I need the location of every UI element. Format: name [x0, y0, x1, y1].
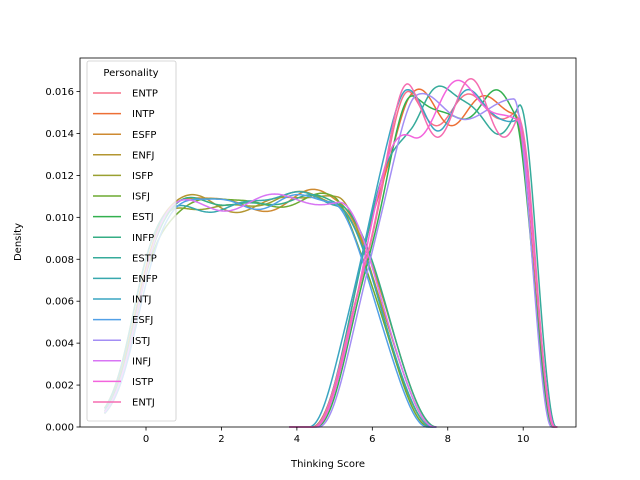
- y-tick-label: 0.008: [45, 255, 74, 266]
- x-tick-label: 0: [143, 434, 149, 445]
- y-tick-label: 0.010: [45, 213, 74, 224]
- y-tick-label: 0.004: [45, 339, 74, 350]
- y-tick-label: 0.002: [45, 381, 74, 392]
- y-axis: 0.000 0.002 0.004 0.006 0.008 0.010 0.012 0.014…: [45, 87, 80, 434]
- y-tick-label: 0.006: [45, 297, 74, 308]
- legend-entry-entj: ENTJ: [132, 398, 155, 409]
- y-tick-label: 0.016: [45, 87, 74, 98]
- y-tick-label: 0.012: [45, 171, 74, 182]
- kde-curve-intj: [289, 88, 558, 428]
- legend-entry-esfp: ESFP: [132, 130, 156, 141]
- legend-entry-esfj: ESFJ: [132, 315, 153, 326]
- legend-entry-estj: ESTJ: [132, 212, 154, 223]
- legend-entry-enfp: ENFP: [132, 274, 158, 285]
- x-tick-label: 8: [445, 434, 451, 445]
- x-tick-label: 6: [369, 434, 375, 445]
- legend-entry-estp: ESTP: [132, 253, 157, 264]
- legend-entry-enfj: ENFJ: [132, 150, 155, 161]
- kde-curve-entp: [289, 90, 558, 428]
- x-axis-label: Thinking Score: [290, 459, 365, 470]
- legend-entry-infp: INFP: [132, 233, 154, 244]
- plot-frame: [79, 57, 577, 428]
- legend-entry-isfp: ISFP: [132, 171, 153, 182]
- legend-entry-intp: INTP: [132, 109, 155, 120]
- legend-entry-istj: ISTJ: [132, 336, 150, 347]
- kde-curve-entj: [289, 78, 558, 428]
- legend-entry-entp: ENTP: [132, 89, 158, 100]
- kde-curve-estj: [289, 89, 558, 428]
- legend-title: Personality: [103, 68, 158, 79]
- kde-curve-istj: [289, 92, 558, 428]
- y-tick-label: 0.014: [45, 129, 74, 140]
- legend-entry-intj: INTJ: [132, 295, 152, 306]
- x-tick-label: 2: [218, 434, 224, 445]
- x-tick-label: 10: [517, 434, 530, 445]
- legend: Personality ENTP INTP ESFP ENFJ ISFP ISFJ ESTJ…: [86, 60, 177, 422]
- legend-frame: [86, 60, 177, 422]
- kde-curve-istp: [289, 79, 558, 428]
- legend-entry-infj: INFJ: [132, 356, 151, 367]
- x-tick-label: 4: [294, 434, 300, 445]
- x-axis: 0 2 4 6 8 10: [143, 427, 530, 445]
- legend-entry-isfj: ISFJ: [132, 192, 150, 203]
- y-tick-label: 0.000: [45, 423, 74, 434]
- legend-entry-istp: ISTP: [132, 377, 153, 388]
- y-axis-label: Density: [13, 223, 24, 261]
